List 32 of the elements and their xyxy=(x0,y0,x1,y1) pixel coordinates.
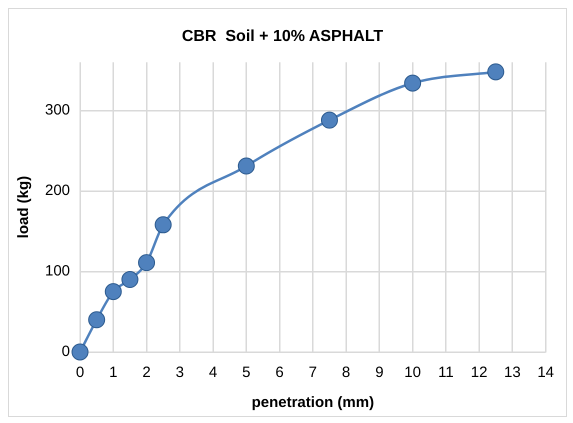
y-axis-title: load (kg) xyxy=(15,176,32,238)
x-tick-label: 0 xyxy=(76,364,84,382)
point xyxy=(320,112,338,129)
x-tick-label: 11 xyxy=(438,364,454,382)
point xyxy=(104,283,122,300)
x-tick-label: 10 xyxy=(404,364,421,382)
x-tick-label: 13 xyxy=(504,364,521,382)
point xyxy=(138,254,156,272)
x-tick-label: 8 xyxy=(342,364,350,382)
y-tick-label: 100 xyxy=(44,262,70,280)
point xyxy=(72,344,89,360)
x-tick-label: 6 xyxy=(275,364,284,382)
x-tick-label: 5 xyxy=(242,364,250,382)
x-tick-label: 14 xyxy=(537,364,554,382)
y-tick-label: 0 xyxy=(62,343,70,360)
point xyxy=(121,271,138,288)
y-tick-label: 300 xyxy=(44,102,70,119)
point xyxy=(88,311,106,328)
x-tick-label: 4 xyxy=(208,364,218,382)
point xyxy=(404,74,422,92)
x-tick-label: 9 xyxy=(375,364,384,382)
chart-title: CBR Soil + 10% ASPHALT xyxy=(182,28,384,46)
y-tick-label: 200 xyxy=(44,182,70,200)
x-tick-label: 3 xyxy=(176,364,184,382)
x-tick-label: 1 xyxy=(109,364,118,382)
point xyxy=(154,216,172,234)
x-tick-label: 2 xyxy=(142,364,151,382)
x-axis-title: penetration (mm) xyxy=(252,394,374,412)
x-tick-label: 7 xyxy=(308,364,318,382)
point xyxy=(238,158,255,175)
x-tick-label: 12 xyxy=(470,364,488,382)
point xyxy=(487,63,504,80)
